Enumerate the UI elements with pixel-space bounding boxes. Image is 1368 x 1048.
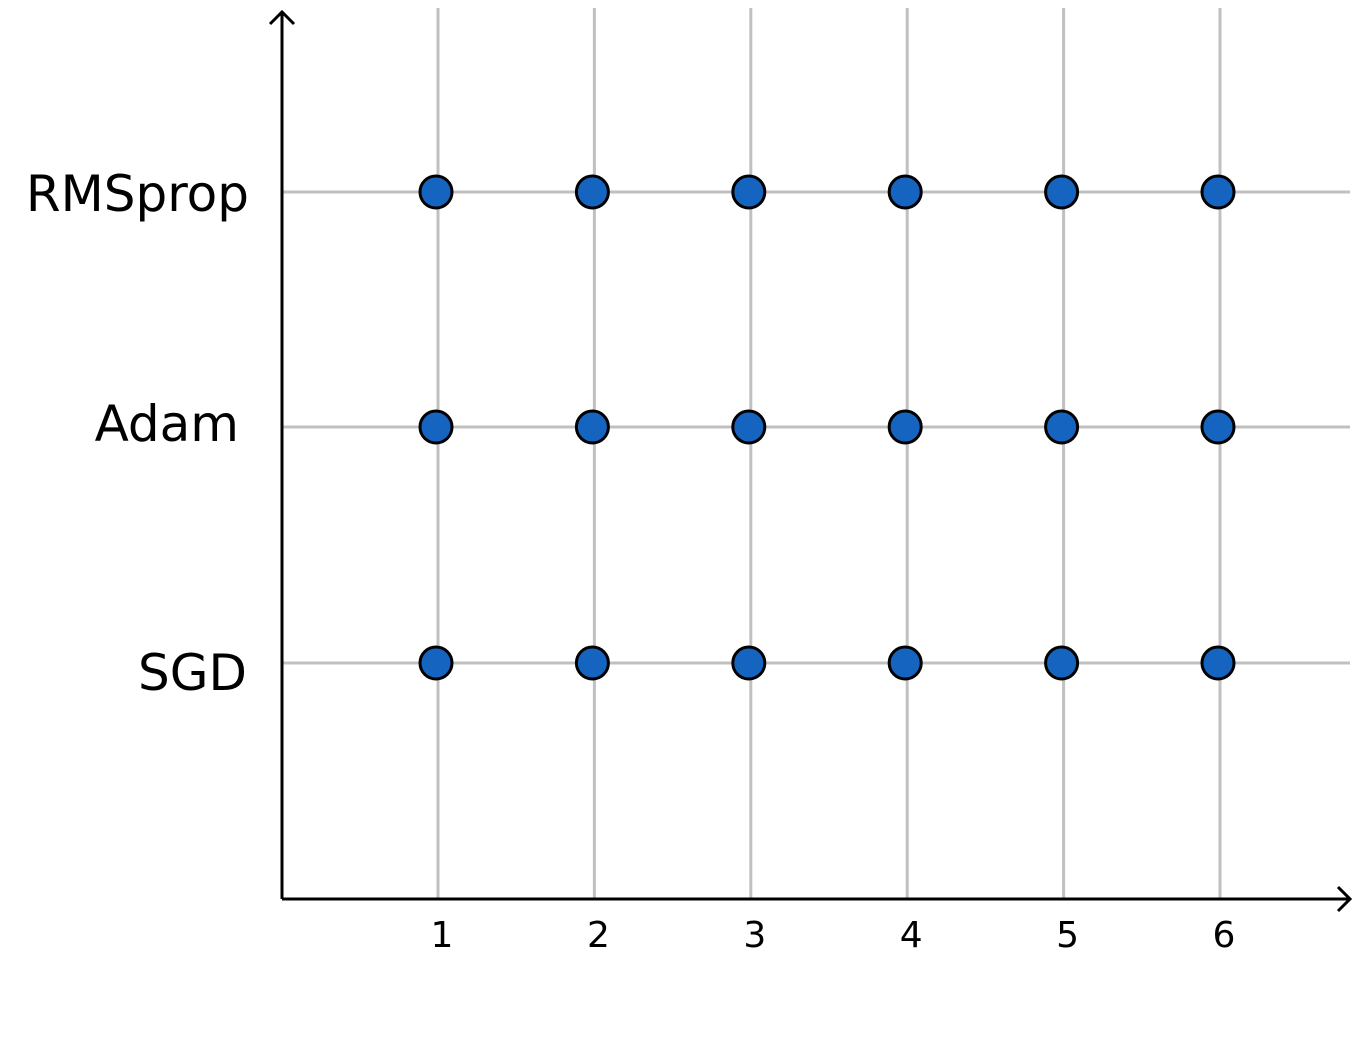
point-sgd-6: [1200, 645, 1236, 681]
point-adam-5: [1044, 409, 1080, 445]
point-adam-1: [418, 409, 454, 445]
point-sgd-1: [418, 645, 454, 681]
point-sgd-3: [731, 645, 767, 681]
point-adam-6: [1200, 409, 1236, 445]
point-rmsprop-4: [887, 174, 923, 210]
x-tick-labels: 1 2 3 4 5 6: [431, 915, 1236, 956]
point-adam-4: [887, 409, 923, 445]
y-tick-labels: SGD Adam RMSprop: [26, 165, 249, 702]
x-tick-label-4: 4: [900, 915, 923, 956]
x-tick-label-3: 3: [743, 915, 766, 956]
grid: [282, 8, 1350, 899]
y-tick-label-adam: Adam: [95, 395, 239, 453]
point-rmsprop-3: [731, 174, 767, 210]
data-points: [418, 174, 1236, 681]
y-tick-label-rmsprop: RMSprop: [26, 165, 249, 223]
point-sgd-5: [1044, 645, 1080, 681]
point-rmsprop-2: [574, 174, 610, 210]
x-tick-label-5: 5: [1056, 915, 1079, 956]
x-axis-arrow: [1336, 885, 1353, 913]
x-tick-label-1: 1: [431, 915, 454, 956]
point-sgd-2: [574, 645, 610, 681]
point-rmsprop-1: [418, 174, 454, 210]
axes: [268, 9, 1353, 913]
point-rmsprop-6: [1200, 174, 1236, 210]
x-tick-label-2: 2: [587, 915, 610, 956]
y-tick-label-sgd: SGD: [138, 644, 247, 702]
y-axis-arrow: [268, 9, 296, 26]
x-tick-label-6: 6: [1213, 915, 1236, 956]
point-adam-2: [574, 409, 610, 445]
point-sgd-4: [887, 645, 923, 681]
point-adam-3: [731, 409, 767, 445]
point-rmsprop-5: [1044, 174, 1080, 210]
